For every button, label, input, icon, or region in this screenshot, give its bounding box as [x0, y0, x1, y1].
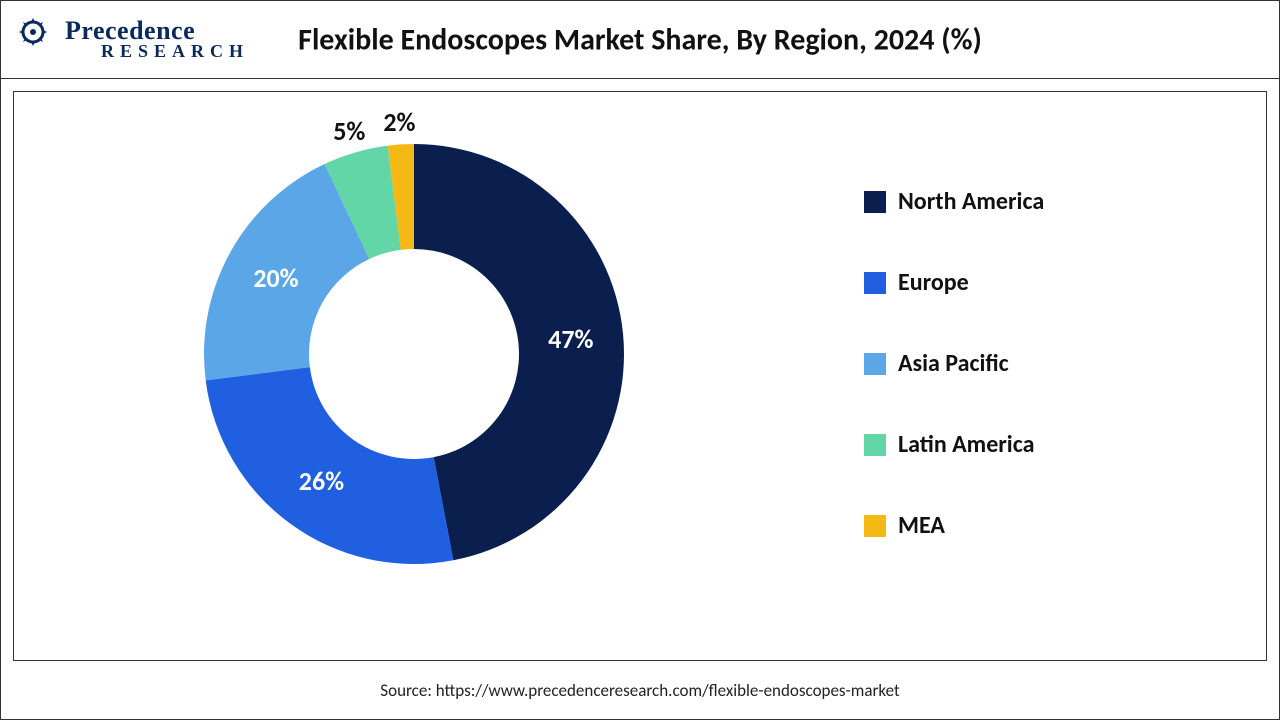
brand-top: Precedence: [65, 19, 249, 44]
legend-item-3: Latin America: [864, 430, 1044, 459]
legend: North America Europe Asia Pacific Latin Ame…: [864, 187, 1044, 540]
slice-label-4: 2%: [383, 106, 415, 138]
chart-title: Flexible Endoscopes Market Share, By Reg…: [298, 21, 982, 58]
outer-frame: Precedence RESEARCH Flexible Endoscopes …: [0, 0, 1280, 720]
donut-chart: 47%26%20%5%2%: [174, 114, 654, 594]
legend-swatch-0: [864, 191, 886, 213]
slice-label-3: 5%: [333, 115, 365, 147]
legend-item-1: Europe: [864, 268, 1044, 297]
source-prefix: Source:: [380, 680, 435, 701]
slice-label-0: 47%: [548, 323, 593, 355]
legend-swatch-4: [864, 515, 886, 537]
legend-text-3: Latin America: [898, 430, 1034, 459]
source-line: Source: https://www.precedenceresearch.c…: [1, 680, 1279, 701]
gear-icon: [19, 16, 59, 64]
header-bar: Precedence RESEARCH Flexible Endoscopes …: [1, 1, 1279, 79]
brand-text: Precedence RESEARCH: [65, 19, 249, 61]
chart-area: 47% 26% 20% 5% 2% North America Europe Asia Pa…: [14, 92, 1266, 660]
legend-swatch-3: [864, 434, 886, 456]
slice-label-1: 26%: [299, 465, 344, 497]
source-text: https://www.precedenceresearch.com/flexi…: [436, 680, 900, 701]
legend-text-2: Asia Pacific: [898, 349, 1009, 378]
legend-text-0: North America: [898, 187, 1044, 216]
legend-swatch-1: [864, 272, 886, 294]
slice-label-2: 20%: [253, 262, 298, 294]
legend-text-4: MEA: [898, 511, 945, 540]
brand-bottom: RESEARCH: [65, 43, 249, 60]
content-frame: 47% 26% 20% 5% 2% North America Europe Asia Pa…: [13, 91, 1267, 661]
legend-item-2: Asia Pacific: [864, 349, 1044, 378]
legend-swatch-2: [864, 353, 886, 375]
legend-item-0: North America: [864, 187, 1044, 216]
legend-text-1: Europe: [898, 268, 969, 297]
legend-item-4: MEA: [864, 511, 1044, 540]
brand-logo: Precedence RESEARCH: [19, 16, 249, 64]
